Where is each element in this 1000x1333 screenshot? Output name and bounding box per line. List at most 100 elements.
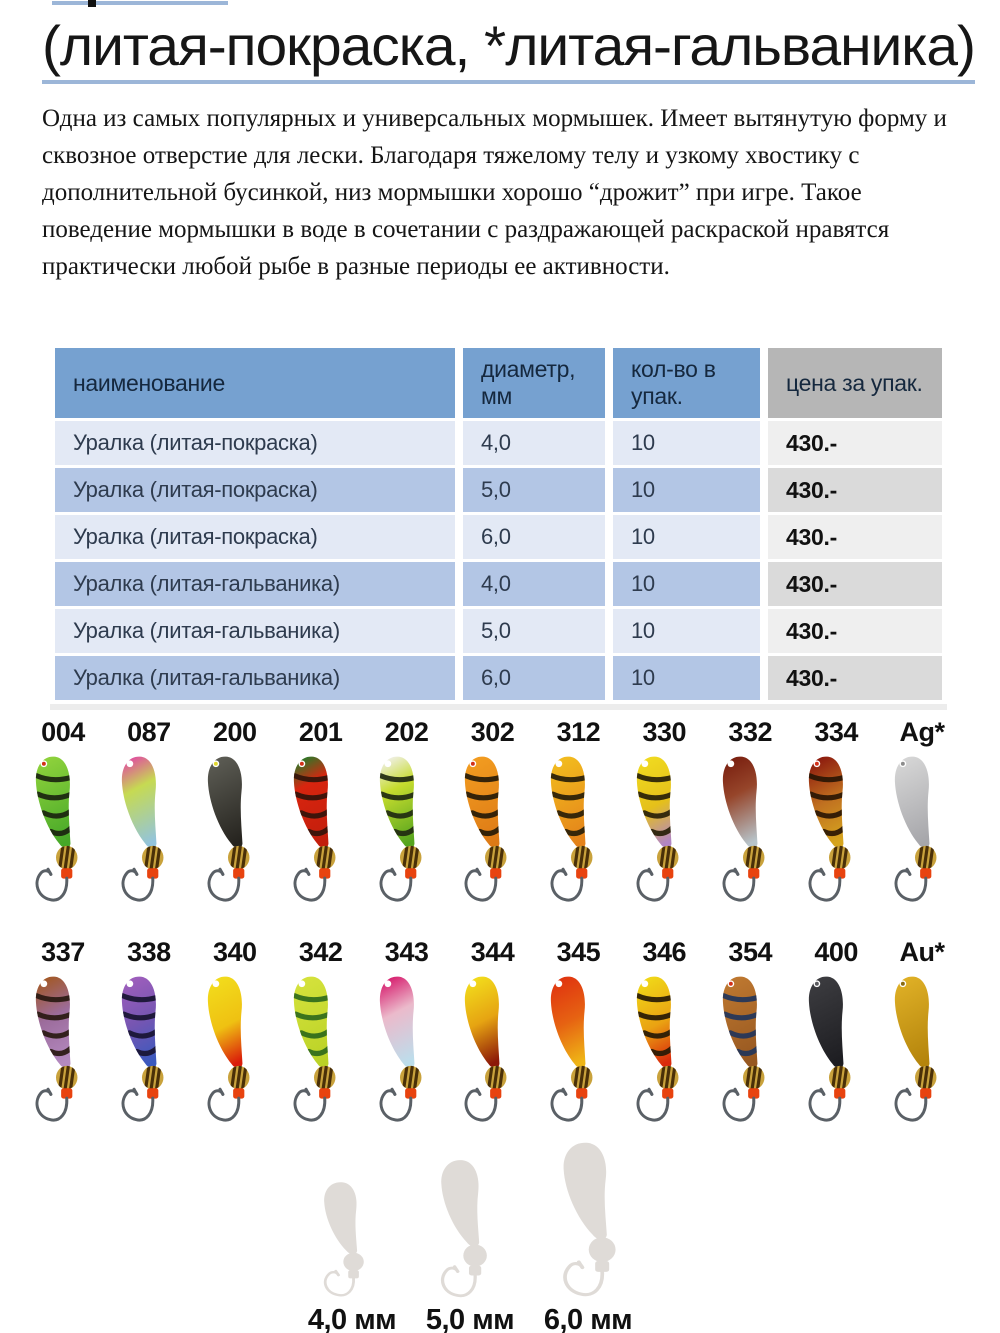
lure-illustration [121,976,164,1122]
size-silhouette-small [310,1178,390,1308]
lure-silhouette [440,1160,487,1298]
lure-item-202: 202 [364,716,450,910]
lure-item-345: 345 [535,936,621,1130]
cell-diameter: 4,0 [463,562,605,606]
lure-illustration [207,756,250,902]
lure-code: 200 [212,717,257,747]
lure-item-338: 338 [106,936,192,1130]
lure-illustration [722,756,765,902]
table-header-price: цена за упак. [768,348,942,418]
lure-illustration [636,756,679,902]
lure-item-346: 346 [621,936,707,1130]
lure-code: 332 [728,717,772,747]
lure-code: 337 [41,937,85,967]
lure-item-312: 312 [535,716,621,910]
cell-name: Уралка (литая-покраска) [55,421,455,465]
cell-diameter: 5,0 [463,609,605,653]
lure-code: Au* [899,937,946,967]
size-label-6mm: 6,0 мм [543,1304,633,1333]
cell-diameter: 5,0 [463,468,605,512]
lure-silhouette [323,1182,364,1297]
lure-code: Ag* [899,717,946,747]
table-header-quantity: кол-во в упак. [613,348,760,418]
lure-code: 312 [556,717,601,747]
lure-illustration [121,756,164,902]
cell-price: 430.- [768,468,942,512]
lure-illustration [207,976,250,1122]
lure-item-334: 334 [793,716,879,910]
lure-illustration [808,756,851,902]
page-title: (литая-покраска, *литая-гальваника) [42,14,976,77]
lure-illustration [550,976,593,1122]
cell-name: Уралка (литая-гальваника) [55,609,455,653]
lure-item-337: 337 [20,936,106,1130]
lure-item-330: 330 [621,716,707,910]
lure-illustration [293,976,336,1122]
lure-item-342: 342 [278,936,364,1130]
previous-heading-underline-fragment [52,1,228,5]
lure-illustration [379,976,422,1122]
lure-item-344: 344 [450,936,536,1130]
lure-code: 354 [728,937,772,967]
cell-quantity: 10 [613,515,760,559]
lure-item-400: 400 [793,936,879,1130]
table-header-name: наименование [55,348,455,418]
cell-name: Уралка (литая-покраска) [55,515,455,559]
lure-item-087: 087 [106,716,192,910]
price-table: наименование диаметр, мм кол-во в упак. … [55,348,942,700]
lure-code: 334 [814,717,858,747]
lure-row-galvanic: 337 338 340 342 343 344 345 346 354 400 Au* [20,936,965,1130]
size-label-5mm: 5,0 мм [425,1304,515,1333]
lure-code: 087 [127,717,171,747]
lure-illustration [293,756,336,902]
lure-illustration [465,976,507,1122]
cell-price: 430.- [768,515,942,559]
size-label-4mm: 4,0 мм [307,1304,397,1333]
cell-name: Уралка (литая-покраска) [55,468,455,512]
cell-diameter: 6,0 [463,515,605,559]
cell-price: 430.- [768,562,942,606]
lure-item-200: 200 [192,716,278,910]
lure-illustration [550,756,593,902]
lure-item-302: 302 [450,716,536,910]
lure-illustration [808,976,851,1122]
cell-diameter: 4,0 [463,421,605,465]
lure-item-201: 201 [278,716,364,910]
size-silhouette-large [545,1137,650,1310]
lure-code: 343 [384,937,429,967]
cell-quantity: 10 [613,656,760,700]
cell-quantity: 10 [613,468,760,512]
lure-illustration [35,976,78,1122]
cell-name: Уралка (литая-гальваника) [55,656,455,700]
lure-code: 004 [41,717,85,747]
lure-illustration [894,756,937,902]
cell-quantity: 10 [613,609,760,653]
lure-silhouette [563,1142,616,1297]
lure-illustration [35,756,78,902]
lure-item-Ag: Ag* [879,716,965,910]
lure-item-343: 343 [364,936,450,1130]
lure-code: 302 [470,717,515,747]
lure-code: 345 [556,937,601,967]
table-header-diameter: диаметр, мм [463,348,605,418]
page-title-underline [42,80,975,84]
lure-illustration [379,756,422,902]
lure-item-354: 354 [707,936,793,1130]
lure-item-004: 004 [20,716,106,910]
lure-code: 338 [127,937,171,967]
cell-price: 430.- [768,609,942,653]
lure-item-340: 340 [192,936,278,1130]
cell-name: Уралка (литая-гальваника) [55,562,455,606]
lure-illustration [722,976,765,1122]
description-text: Одна из самых популярных и универсальных… [42,105,947,280]
cell-price: 430.- [768,656,942,700]
previous-heading-letter-fragment [88,0,96,7]
table-bottom-shadow [50,704,947,710]
lure-code: 342 [298,937,343,967]
cell-price: 430.- [768,421,942,465]
cell-diameter: 6,0 [463,656,605,700]
cell-quantity: 10 [613,421,760,465]
lure-code: 202 [384,717,429,747]
lure-item-332: 332 [707,716,793,910]
